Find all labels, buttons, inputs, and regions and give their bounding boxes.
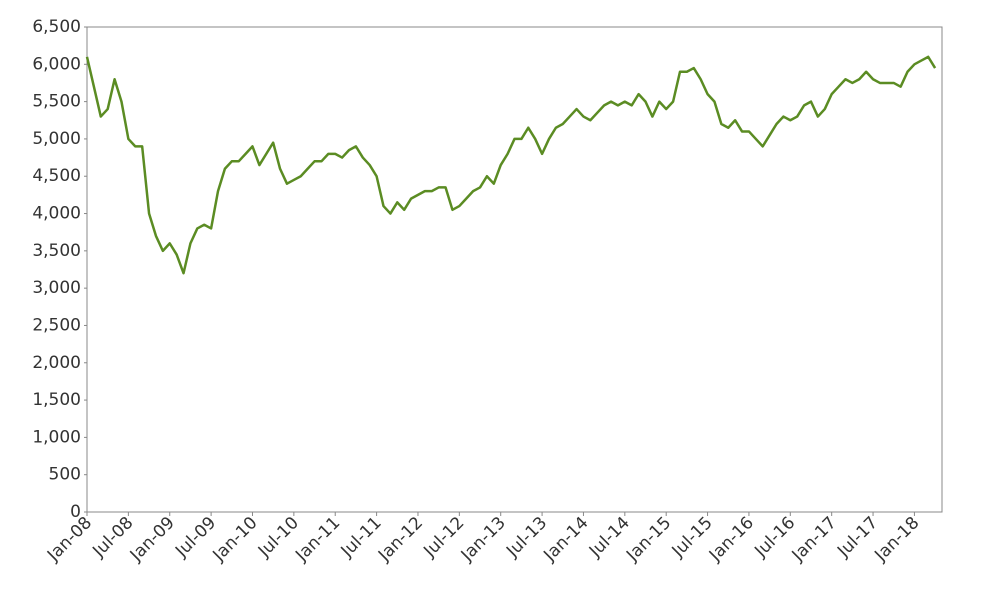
series-line (85, 55, 937, 275)
x-tick-label: Jan-16 (705, 513, 758, 566)
y-tick-label: 2,000 (32, 353, 81, 373)
y-tick-label: 3,000 (32, 278, 81, 298)
x-tick-label: Jan-17 (788, 513, 841, 566)
x-tick-label: Jan-10 (209, 513, 262, 566)
x-tick-label: Jan-12 (374, 513, 427, 566)
y-tick-label: 4,000 (32, 204, 81, 224)
y-tick-label: 6,000 (32, 54, 81, 74)
y-tick-label: 500 (49, 465, 81, 485)
x-tick-label: Jan-09 (126, 513, 179, 566)
y-tick-label: 4,500 (32, 166, 81, 186)
x-tick-label: Jan-18 (870, 513, 923, 566)
y-tick-label: 5,500 (32, 92, 81, 112)
y-tick-label: 3,500 (32, 241, 81, 261)
x-tick-label: Jan-14 (540, 513, 593, 566)
y-tick-label: 5,000 (32, 129, 81, 149)
y-tick-label: 0 (70, 502, 81, 522)
y-tick-label: 2,500 (32, 315, 81, 335)
plot-frame (86, 26, 943, 513)
x-tick-label: Jan-11 (291, 513, 344, 566)
y-tick-label: 1,500 (32, 390, 81, 410)
x-tick-label: Jan-13 (457, 513, 510, 566)
y-tick-label: 6,500 (32, 17, 81, 37)
x-tick-label: Jan-15 (622, 513, 675, 566)
y-tick-label: 1,000 (32, 427, 81, 447)
